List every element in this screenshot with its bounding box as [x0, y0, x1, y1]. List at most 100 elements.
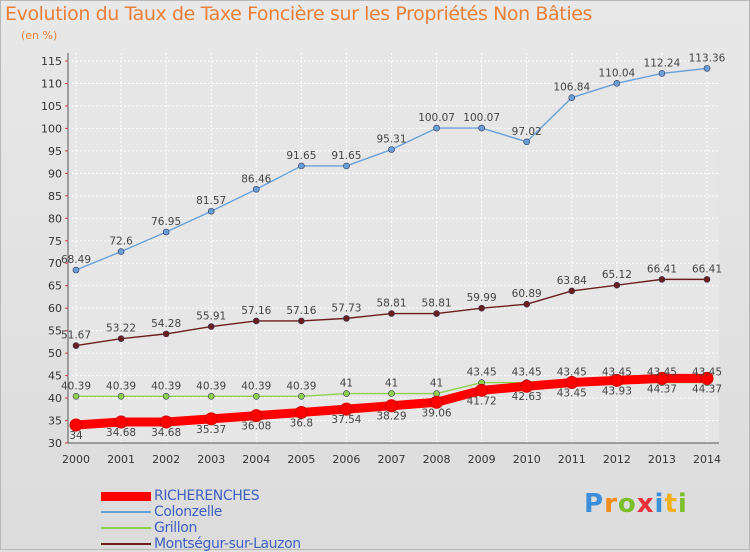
data-label: 44.37	[692, 383, 722, 395]
x-tick-label: 2009	[468, 453, 496, 466]
legend-swatch	[101, 527, 151, 529]
data-label: 110.04	[598, 67, 635, 79]
data-point	[252, 393, 260, 400]
data-point	[433, 390, 440, 397]
data-point	[478, 124, 485, 132]
data-label: 68.49	[61, 254, 91, 266]
data-label: 59.99	[467, 292, 497, 304]
data-point	[343, 390, 350, 397]
logo-letter: i	[654, 489, 665, 519]
data-label: 41	[340, 378, 353, 390]
y-tick-label: 40	[48, 392, 62, 405]
data-point	[388, 310, 395, 317]
data-point	[655, 371, 669, 385]
data-point	[388, 146, 395, 153]
data-point	[69, 418, 83, 432]
data-label: 42.63	[512, 391, 542, 403]
legend-label: Grillon	[154, 520, 197, 536]
data-label: 41	[430, 378, 443, 390]
data-point	[252, 317, 260, 325]
data-point	[703, 276, 711, 283]
data-point	[610, 373, 624, 387]
logo-letter: t	[664, 489, 678, 519]
data-label: 72.6	[109, 236, 133, 248]
data-point	[385, 399, 398, 413]
logo-letter: o	[617, 489, 637, 519]
data-label: 57.16	[241, 305, 271, 317]
data-point	[433, 310, 440, 317]
data-label: 40.39	[286, 380, 316, 392]
legend-swatch	[101, 543, 151, 545]
data-label: 57.73	[331, 302, 361, 314]
data-label: 43.45	[512, 367, 542, 379]
data-label: 60.89	[512, 288, 542, 300]
x-tick-label: 2014	[693, 453, 721, 466]
data-point	[162, 393, 170, 400]
data-label: 57.16	[286, 305, 316, 317]
data-label: 40.39	[196, 380, 226, 392]
data-label: 95.31	[376, 133, 406, 145]
data-label: 43.45	[692, 367, 722, 379]
data-label: 43.93	[602, 385, 632, 397]
data-label: 76.95	[151, 216, 181, 228]
data-label: 40.39	[106, 380, 136, 392]
data-point	[700, 371, 714, 385]
y-tick-label: 115	[41, 55, 62, 68]
data-label: 65.12	[602, 269, 632, 281]
y-tick-label: 105	[41, 100, 62, 113]
data-point	[343, 315, 350, 322]
legend-item: Montségur-sur-Lauzon	[101, 536, 301, 552]
data-point	[117, 393, 125, 400]
y-tick-label: 45	[48, 370, 62, 383]
data-point	[613, 281, 621, 289]
data-point	[162, 228, 170, 236]
data-label: 34	[69, 430, 83, 442]
data-label: 63.84	[557, 275, 587, 287]
data-label: 91.65	[286, 150, 316, 162]
data-point	[658, 276, 666, 283]
chart-title: Evolution du Taux de Taxe Foncière sur l…	[5, 3, 593, 25]
data-point	[114, 415, 128, 429]
legend: RICHERENCHES Colonzelle Grillon Montségur-s…	[101, 488, 301, 552]
y-tick-label: 50	[48, 347, 62, 360]
data-point	[568, 287, 576, 295]
data-label: 35.37	[196, 424, 226, 436]
data-point	[523, 300, 531, 308]
data-point	[72, 342, 80, 349]
y-tick-label: 90	[48, 167, 62, 180]
data-point	[207, 323, 215, 330]
data-point	[159, 415, 173, 429]
data-label: 34.68	[151, 427, 181, 439]
legend-label: Montségur-sur-Lauzon	[154, 536, 301, 552]
y-tick-label: 60	[48, 302, 62, 315]
data-label: 112.24	[644, 57, 681, 69]
data-point	[523, 138, 531, 146]
x-tick-label: 2010	[513, 453, 541, 466]
data-label: 51.67	[61, 330, 91, 342]
data-point	[252, 185, 260, 193]
y-tick-label: 70	[48, 257, 62, 270]
data-point	[298, 162, 305, 170]
data-label: 66.41	[692, 263, 722, 275]
data-label: 66.41	[647, 263, 677, 275]
data-point	[343, 162, 350, 170]
y-tick-label: 85	[48, 190, 62, 203]
data-point	[478, 304, 485, 312]
y-tick-label: 75	[48, 235, 62, 248]
data-label: 43.45	[647, 367, 677, 379]
data-label: 100.07	[463, 112, 500, 124]
x-tick-label: 2001	[107, 453, 135, 466]
logo-letter: r	[604, 489, 618, 519]
data-point	[117, 248, 125, 255]
data-label: 100.07	[418, 112, 455, 124]
data-point	[72, 266, 80, 274]
data-point	[294, 405, 308, 419]
data-label: 43.45	[602, 367, 632, 379]
data-point	[613, 79, 621, 87]
legend-swatch	[101, 511, 151, 513]
x-tick-label: 2012	[603, 453, 631, 466]
data-label: 40.39	[61, 380, 91, 392]
data-point	[430, 395, 444, 409]
x-tick-label: 2011	[558, 453, 586, 466]
